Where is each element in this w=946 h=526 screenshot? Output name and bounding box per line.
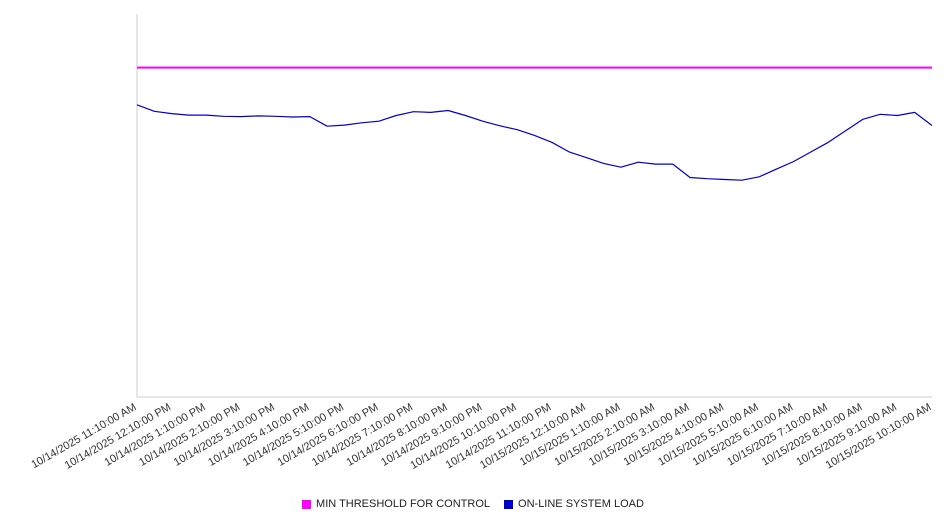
legend-item-min-threshold[interactable]: MIN THRESHOLD FOR CONTROL (302, 498, 490, 510)
legend-swatch-min-threshold (302, 499, 312, 509)
chart-axes (136, 14, 932, 398)
legend-item-system-load[interactable]: ON-LINE SYSTEM LOAD (504, 498, 644, 510)
legend-swatch-system-load (504, 499, 514, 509)
legend-label-min-threshold: MIN THRESHOLD FOR CONTROL (316, 498, 491, 510)
legend-label-system-load: ON-LINE SYSTEM LOAD (518, 498, 644, 510)
chart-series-lines (136, 66, 933, 181)
chart-legend: MIN THRESHOLD FOR CONTROL ON-LINE SYSTEM… (0, 498, 946, 510)
